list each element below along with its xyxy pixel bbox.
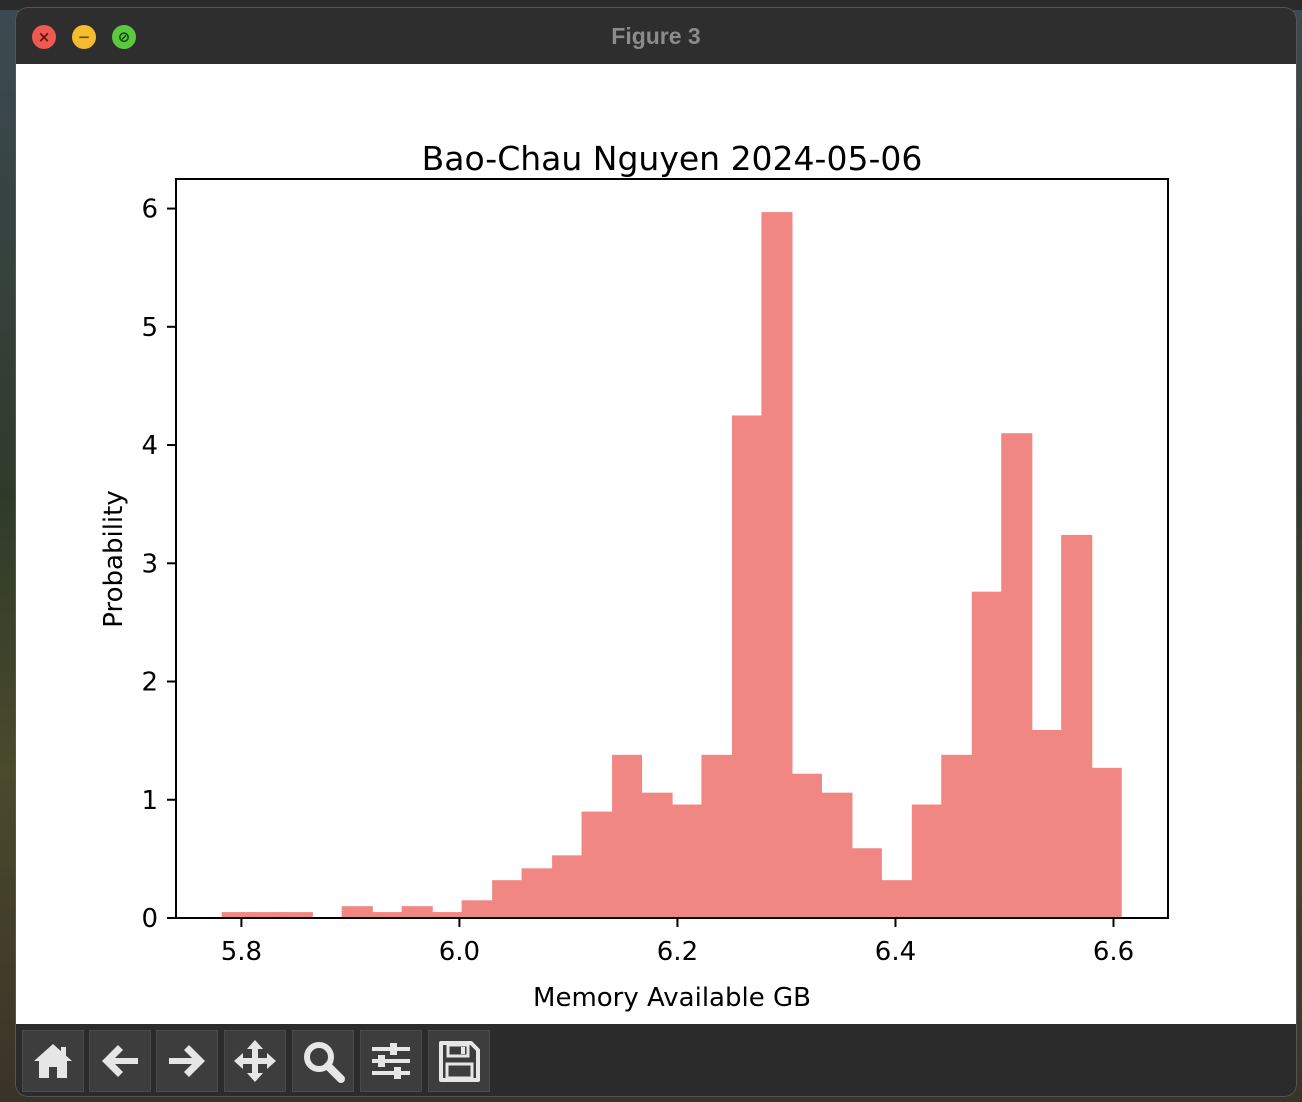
desktop-menubar-strip	[0, 0, 1302, 10]
histogram-bar	[461, 900, 493, 918]
save-button[interactable]	[428, 1030, 490, 1092]
histogram-bar	[911, 804, 942, 918]
histogram-bars	[221, 212, 1122, 919]
close-icon: ×	[37, 27, 51, 46]
histogram-bar	[341, 906, 373, 918]
histogram-bar	[252, 912, 283, 918]
histogram-bar	[552, 855, 583, 918]
histogram-bar	[1001, 433, 1033, 918]
pan-move-icon	[234, 1040, 276, 1082]
zoom-magnifier-icon	[304, 1042, 345, 1083]
home-icon	[34, 1044, 72, 1078]
histogram-bar	[221, 912, 253, 918]
histogram-bar	[581, 811, 613, 918]
histogram-bar	[971, 591, 1002, 918]
histogram-bar	[821, 792, 853, 918]
forward-button[interactable]	[156, 1030, 218, 1092]
histogram-bar	[1031, 729, 1062, 918]
histogram-bar	[401, 906, 433, 918]
forward-arrow-icon	[169, 1045, 205, 1077]
histogram-bar	[641, 792, 673, 918]
histogram-bar	[612, 754, 643, 918]
configure-subplots-icon	[372, 1043, 410, 1079]
x-tick-label: 6.0	[439, 937, 480, 967]
maximize-window-button[interactable]: ⊘	[112, 25, 136, 49]
save-floppy-icon	[439, 1041, 480, 1082]
zoom-button[interactable]	[292, 1030, 354, 1092]
configure-subplots-button[interactable]	[360, 1030, 422, 1092]
histogram-bar	[281, 912, 313, 918]
y-tick-label: 3	[141, 549, 158, 579]
y-tick-label: 2	[141, 668, 158, 698]
x-axis-ticks: 5.8 6.0 6.2 6.4 6.6	[221, 918, 1134, 967]
histogram-bar	[432, 912, 463, 918]
histogram-bar	[941, 754, 973, 918]
y-tick-label: 1	[141, 786, 158, 816]
x-tick-label: 6.6	[1093, 937, 1134, 967]
back-arrow-icon	[102, 1045, 138, 1077]
x-tick-label: 6.2	[657, 937, 698, 967]
histogram-bar	[791, 773, 822, 918]
navigation-toolbar	[16, 1024, 1296, 1096]
y-axis-label: Probability	[99, 490, 129, 627]
figure-window: × − ⊘ Figure 3 5.8 6.0 6.2 6.4 6.6 0 1 2 3 4 5 6 B…	[16, 8, 1296, 1096]
histogram-bar	[672, 804, 703, 918]
histogram-bar	[492, 880, 523, 918]
histogram-bar	[881, 880, 913, 918]
histogram-bar	[701, 754, 733, 918]
histogram-bar	[731, 415, 762, 918]
histogram-chart: 5.8 6.0 6.2 6.4 6.6 0 1 2 3 4 5 6 Bao-Chau Nguyen …	[99, 139, 1169, 1013]
histogram-bar	[851, 848, 882, 918]
y-axis-ticks: 0 1 2 3 4 5 6	[141, 195, 176, 934]
x-axis-label: Memory Available GB	[533, 983, 811, 1013]
chart-title: Bao-Chau Nguyen 2024-05-06	[422, 139, 923, 178]
minimize-icon: −	[77, 27, 91, 46]
y-tick-label: 6	[141, 195, 158, 225]
back-button[interactable]	[89, 1030, 151, 1092]
y-tick-label: 5	[141, 313, 158, 343]
histogram-bar	[372, 912, 403, 918]
home-button[interactable]	[22, 1030, 84, 1092]
x-tick-label: 6.4	[875, 937, 916, 967]
histogram-bar	[521, 868, 553, 918]
y-tick-label: 4	[141, 431, 158, 461]
window-title: Figure 3	[611, 22, 701, 49]
histogram-bar	[1061, 534, 1093, 918]
axes-frame	[175, 178, 1169, 919]
pan-button[interactable]	[224, 1030, 286, 1092]
figure-canvas[interactable]: 5.8 6.0 6.2 6.4 6.6 0 1 2 3 4 5 6 Bao-Chau Nguyen …	[16, 64, 1296, 1024]
histogram-bar	[1091, 767, 1122, 918]
x-tick-label: 5.8	[221, 937, 262, 967]
close-window-button[interactable]: ×	[32, 25, 56, 49]
window-titlebar[interactable]: × − ⊘ Figure 3	[16, 8, 1296, 64]
y-tick-label: 0	[141, 904, 158, 934]
minimize-window-button[interactable]: −	[72, 25, 96, 49]
maximize-icon: ⊘	[117, 27, 131, 46]
histogram-bar	[761, 212, 793, 919]
